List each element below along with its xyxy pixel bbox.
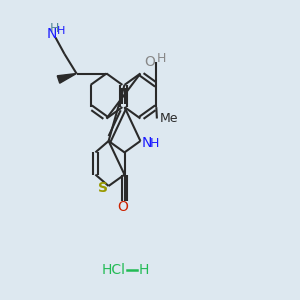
Polygon shape — [57, 74, 76, 83]
Text: O: O — [144, 55, 155, 69]
Text: H: H — [139, 263, 149, 277]
Text: N: N — [142, 136, 152, 150]
Text: O: O — [118, 200, 128, 214]
Text: S: S — [98, 182, 108, 195]
Text: H: H — [150, 137, 159, 150]
Text: HCl: HCl — [102, 263, 126, 277]
Text: N: N — [46, 28, 57, 41]
Text: H: H — [49, 22, 59, 35]
Text: H: H — [157, 52, 167, 65]
Text: Me: Me — [160, 112, 179, 125]
Text: H: H — [57, 26, 65, 36]
